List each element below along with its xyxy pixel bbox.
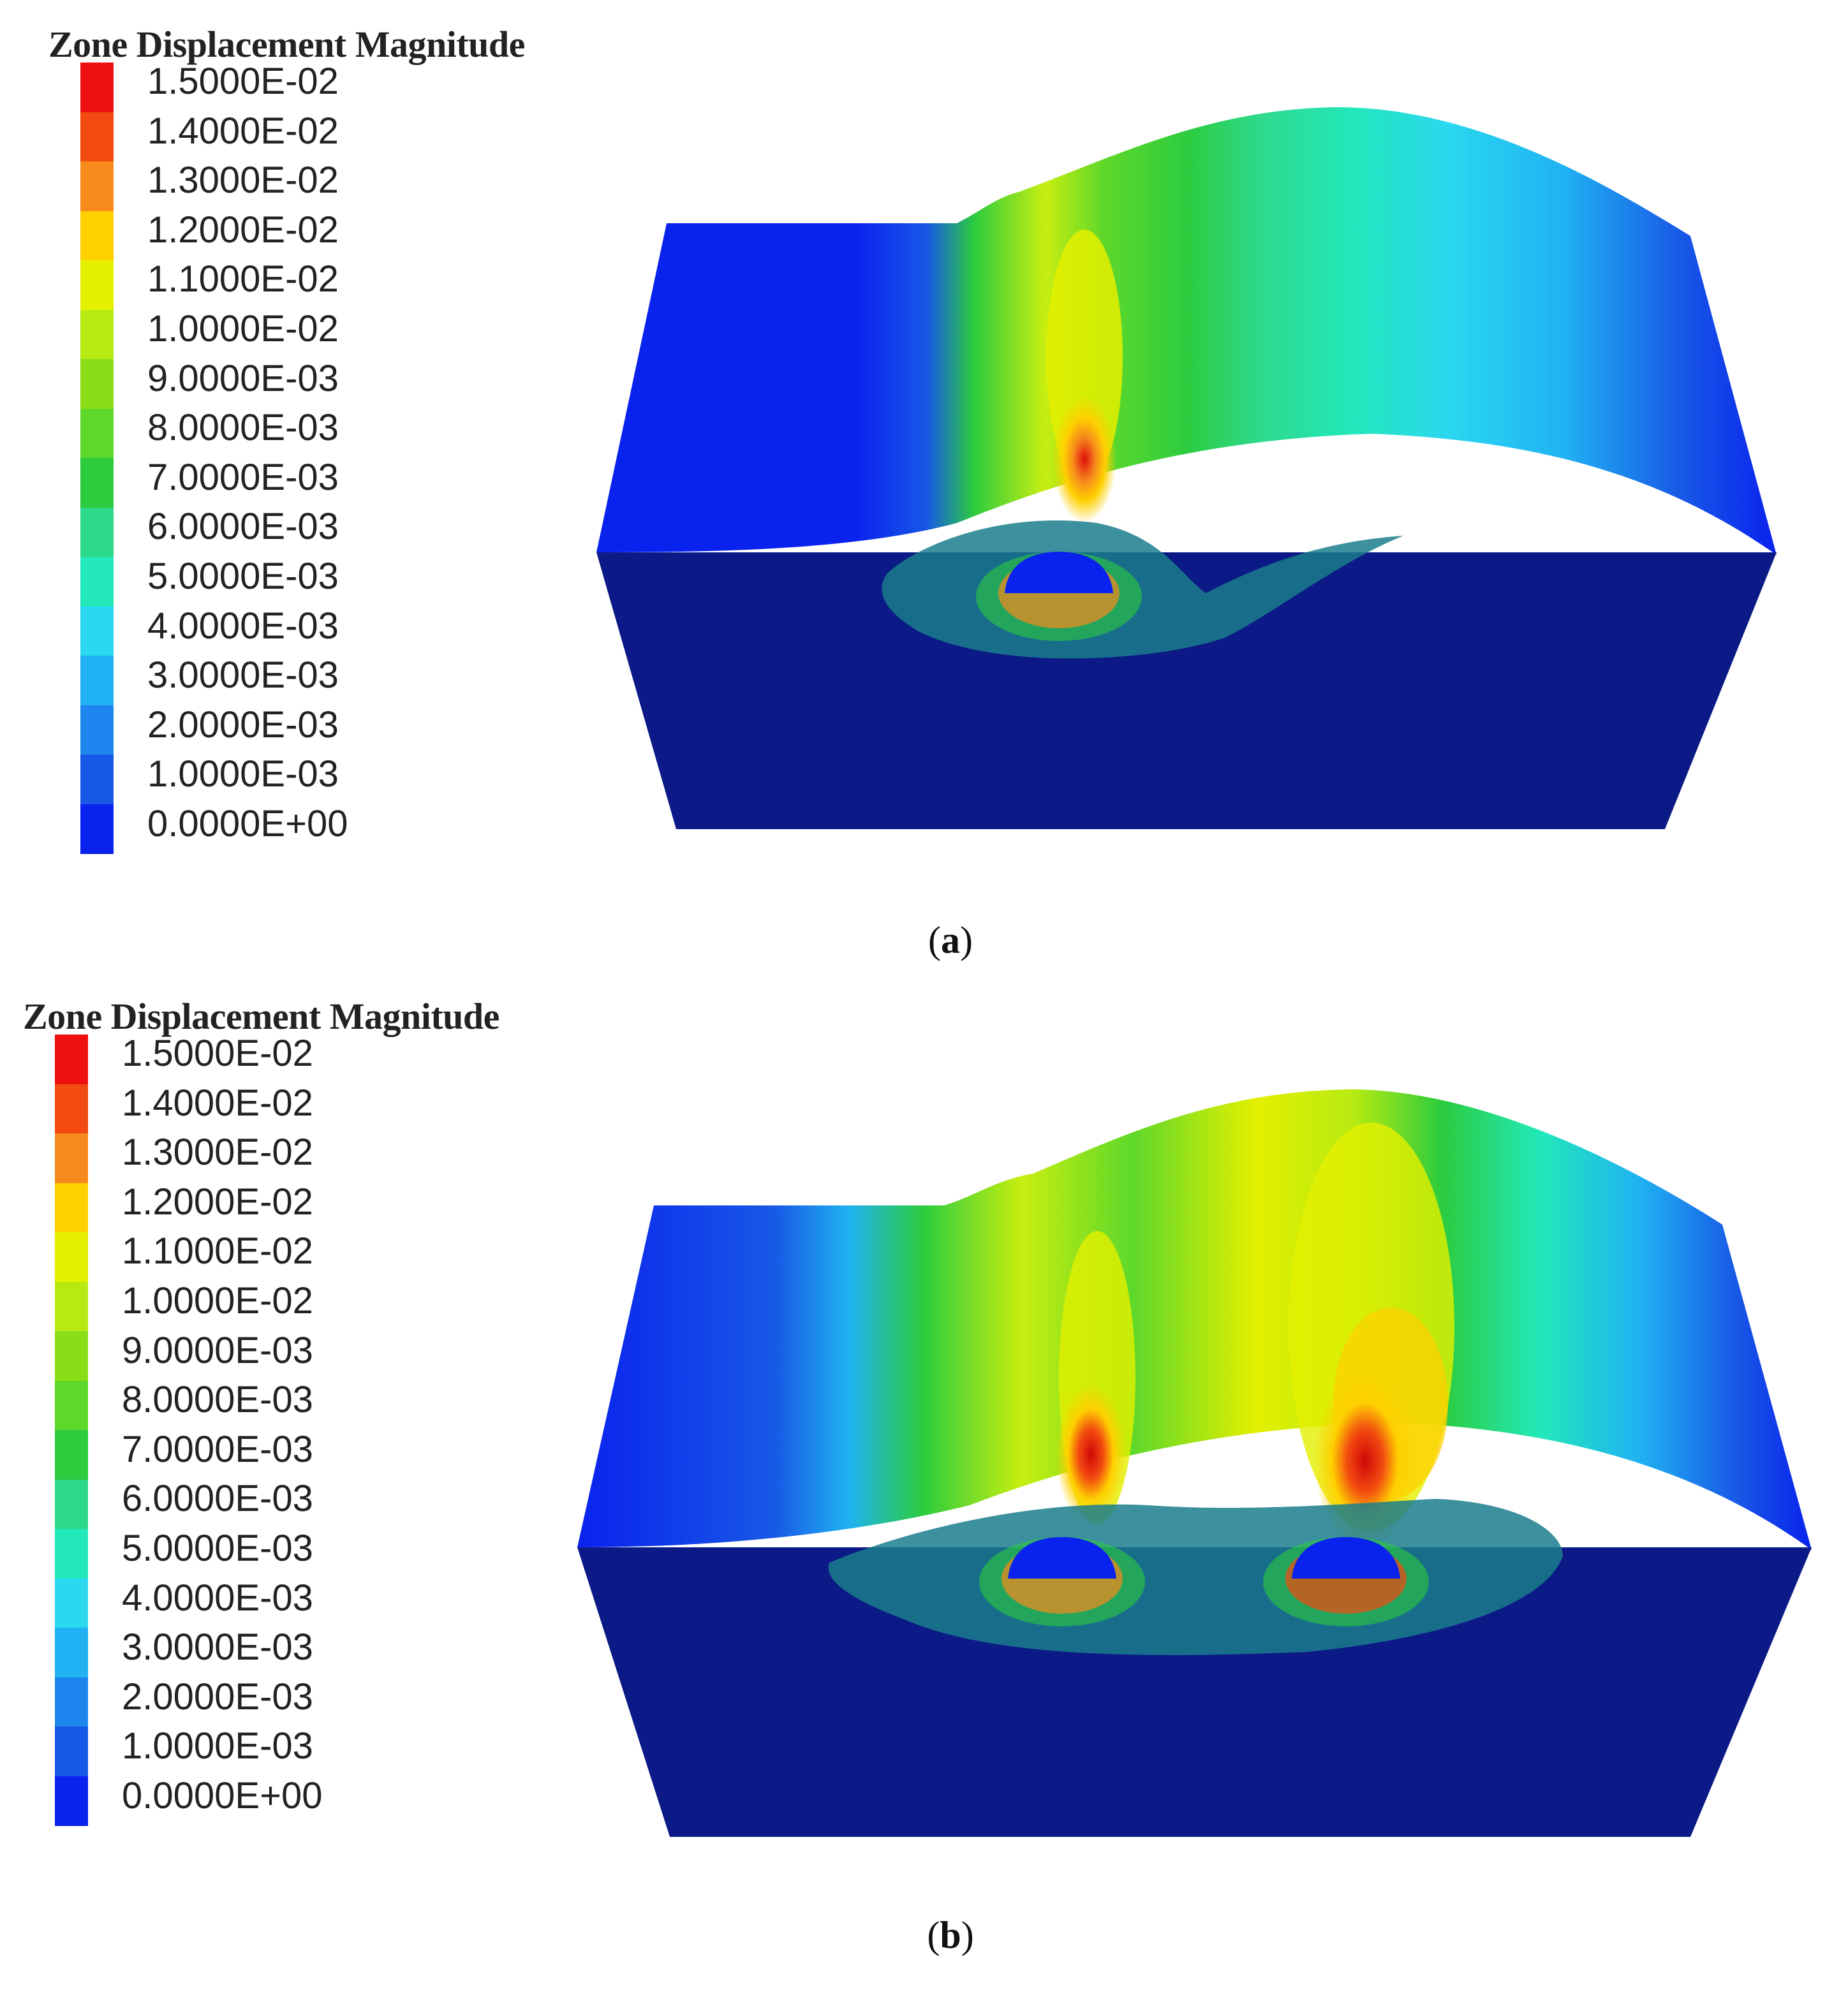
legend-colorbar <box>55 1035 88 1826</box>
legend-value-label: 6.0000E-03 <box>122 1478 313 1520</box>
legend-value-label: 0.0000E+00 <box>122 1775 323 1816</box>
legend-value-label: 7.0000E-03 <box>147 456 339 498</box>
legend-swatch <box>55 1727 88 1777</box>
legend-swatch <box>55 1628 88 1678</box>
legend-value-label: 1.0000E-02 <box>147 308 339 350</box>
legend-swatch <box>55 1035 88 1085</box>
legend-swatch <box>80 507 114 557</box>
legend-swatch <box>80 705 114 755</box>
panel-b: Zone Displacement Magnitude 1.5000E-02 1.… <box>0 969 1848 1956</box>
model-contour-plot <box>577 1089 1812 1837</box>
legend-value-label: 0.0000E+00 <box>147 803 348 844</box>
legend-swatch <box>80 408 114 459</box>
legend-value-label: 1.5000E-02 <box>122 1033 313 1074</box>
color-legend: Zone Displacement Magnitude 1.5000E-02 1.… <box>48 23 623 878</box>
legend-value-label: 9.0000E-03 <box>147 357 339 399</box>
legend-swatch <box>80 557 114 607</box>
legend-swatch <box>55 1677 88 1727</box>
legend-swatch <box>55 1182 88 1233</box>
legend-value-label: 6.0000E-03 <box>147 506 339 548</box>
legend-swatch <box>80 112 114 162</box>
legend-value-label: 2.0000E-03 <box>147 703 339 746</box>
tunnel-opening <box>1005 552 1113 593</box>
legend-swatch <box>80 656 114 706</box>
legend-value-label: 1.0000E-03 <box>122 1725 313 1767</box>
legend-value-label: 1.1000E-02 <box>147 258 339 300</box>
legend-swatch <box>80 804 114 854</box>
legend-swatch <box>55 1281 88 1332</box>
legend-value-label: 1.1000E-02 <box>122 1230 313 1272</box>
panel-a: Zone Displacement Magnitude 1.5000E-02 1.… <box>0 0 1848 969</box>
legend-swatch <box>80 309 114 360</box>
legend-value-label: 3.0000E-03 <box>122 1626 313 1668</box>
legend-swatch <box>80 755 114 805</box>
legend-value-label: 4.0000E-03 <box>147 605 339 647</box>
legend-title: Zone Displacement Magnitude <box>48 24 525 65</box>
legend-value-label: 1.4000E-02 <box>147 110 339 152</box>
legend-swatch <box>80 260 114 311</box>
legend-value-label: 1.0000E-03 <box>147 753 339 795</box>
legend-swatch <box>55 1331 88 1381</box>
color-legend: Zone Displacement Magnitude 1.5000E-02 1.… <box>23 995 597 1850</box>
legend-value-label: 1.0000E-02 <box>122 1280 313 1322</box>
legend-swatch <box>55 1578 88 1628</box>
legend-title: Zone Displacement Magnitude <box>23 996 499 1037</box>
legend-value-label: 3.0000E-03 <box>147 654 339 696</box>
legend-swatch <box>80 606 114 656</box>
legend-value-label: 1.2000E-02 <box>147 209 339 251</box>
legend-value-label: 1.5000E-02 <box>147 61 339 102</box>
legend-swatch <box>80 210 114 261</box>
legend-value-label: 5.0000E-03 <box>147 556 339 597</box>
legend-value-label: 1.3000E-02 <box>147 159 339 202</box>
legend-value-label: 1.4000E-02 <box>122 1082 313 1124</box>
legend-swatch <box>80 63 114 113</box>
legend-colorbar <box>80 63 114 854</box>
legend-swatch <box>55 1380 88 1431</box>
legend-swatch <box>80 161 114 212</box>
legend-swatch <box>55 1232 88 1283</box>
legend-swatch <box>80 458 114 508</box>
legend-swatch <box>55 1529 88 1579</box>
figure-caption: (a) <box>928 919 973 961</box>
tunnel-opening-left <box>1008 1537 1116 1579</box>
legend-value-label: 1.2000E-02 <box>122 1181 313 1223</box>
legend-swatch <box>55 1430 88 1480</box>
legend-value-label: 1.3000E-02 <box>122 1131 313 1174</box>
model-contour-plot <box>596 107 1777 829</box>
legend-swatch <box>55 1084 88 1134</box>
legend-swatch <box>80 359 114 409</box>
legend-value-label: 7.0000E-03 <box>122 1428 313 1470</box>
legend-value-label: 4.0000E-03 <box>122 1577 313 1619</box>
legend-value-label: 8.0000E-03 <box>122 1379 313 1421</box>
legend-value-label: 8.0000E-03 <box>147 407 339 449</box>
legend-swatch <box>55 1776 88 1826</box>
legend-value-label: 9.0000E-03 <box>122 1329 313 1371</box>
legend-value-label: 2.0000E-03 <box>122 1676 313 1718</box>
legend-value-label: 5.0000E-03 <box>122 1528 313 1569</box>
tunnel-opening-right <box>1292 1537 1400 1579</box>
legend-swatch <box>55 1479 88 1529</box>
figure-caption: (b) <box>927 1914 974 1956</box>
legend-swatch <box>55 1133 88 1184</box>
